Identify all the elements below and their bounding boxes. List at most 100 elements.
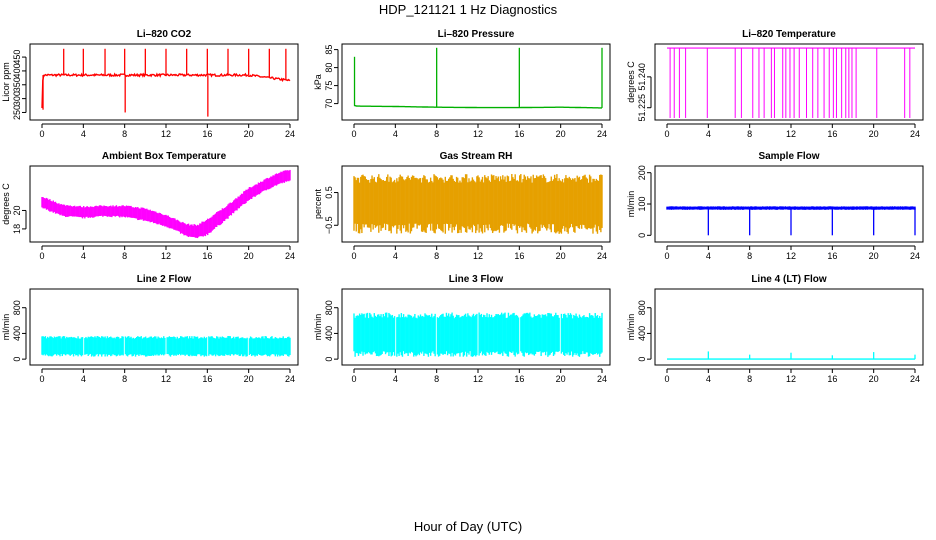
plot-frame <box>341 288 611 366</box>
x-tick-label: 24 <box>285 251 295 261</box>
x-tick-label: 0 <box>351 129 356 139</box>
x-tick-label: 16 <box>202 374 212 384</box>
x-tick-label: 16 <box>827 374 837 384</box>
data-marks <box>353 47 603 109</box>
x-tick-label: 16 <box>514 251 524 261</box>
y-axis-label: degrees C <box>626 61 636 103</box>
x-tick-label: 0 <box>664 129 669 139</box>
y-tick-label: 400 <box>637 326 647 341</box>
x-tick-label: 16 <box>827 251 837 261</box>
x-tick-label: 12 <box>473 129 483 139</box>
panel-title: Line 2 Flow <box>137 274 192 285</box>
panel-title: Ambient Box Temperature <box>102 151 227 162</box>
y-axis: 0 400 800 <box>324 300 339 362</box>
panel-title: Li–820 Temperature <box>742 29 836 40</box>
y-axis-label: degrees C <box>1 183 11 225</box>
x-tick-label: 0 <box>664 374 669 384</box>
y-tick-label: 400 <box>12 63 22 78</box>
x-tick-label: 0 <box>351 374 356 384</box>
y-tick-label: 400 <box>12 326 22 341</box>
plot-frame <box>654 288 924 366</box>
y-axis-label: ml/min <box>1 314 11 341</box>
y-tick-label: 85 <box>324 45 334 55</box>
series-line <box>41 72 291 109</box>
y-tick-label: 0 <box>324 357 334 362</box>
y-tick-label: 100 <box>637 196 647 211</box>
x-tick-label: 12 <box>161 251 171 261</box>
y-axis-label: ml/min <box>626 314 636 341</box>
x-axis: 0 4 8 12 16 20 24 <box>39 123 295 139</box>
x-tick-label: 12 <box>786 374 796 384</box>
x-tick-label: 20 <box>869 374 879 384</box>
x-tick-label: 20 <box>244 374 254 384</box>
x-tick-label: 24 <box>285 129 295 139</box>
data-marks <box>667 47 915 118</box>
y-axis: 0 400 800 <box>12 300 27 362</box>
x-tick-label: 16 <box>827 129 837 139</box>
y-tick-label: 80 <box>324 63 334 73</box>
figure-x-axis-label: Hour of Day (UTC) <box>414 519 522 534</box>
x-tick-label: 4 <box>393 251 398 261</box>
x-tick-label: 12 <box>473 251 483 261</box>
panel-title: Li–820 CO2 <box>137 29 192 40</box>
x-axis: 0 4 8 12 16 20 24 <box>351 368 607 384</box>
x-tick-label: 20 <box>556 129 566 139</box>
y-axis: 0 400 800 <box>637 300 652 362</box>
x-tick-label: 24 <box>597 374 607 384</box>
figure-title: HDP_121121 1 Hz Diagnostics <box>379 2 558 17</box>
data-marks <box>41 335 291 357</box>
x-tick-label: 4 <box>706 374 711 384</box>
x-tick-label: 4 <box>706 129 711 139</box>
x-axis: 0 4 8 12 16 20 24 <box>39 368 295 384</box>
x-tick-label: 24 <box>910 374 920 384</box>
panel-title: Gas Stream RH <box>440 151 513 162</box>
y-tick-label: 200 <box>637 165 647 180</box>
x-tick-label: 4 <box>81 129 86 139</box>
y-tick-label: 800 <box>324 300 334 315</box>
data-marks <box>41 48 291 117</box>
x-tick-label: 24 <box>597 129 607 139</box>
x-tick-label: 0 <box>39 251 44 261</box>
x-tick-label: 24 <box>910 251 920 261</box>
y-tick-label: 400 <box>324 326 334 341</box>
panel-3: Li–820 Temperature 0 4 8 12 16 20 24 51.225 51.24… <box>626 29 924 139</box>
x-tick-label: 4 <box>706 251 711 261</box>
y-tick-label: 75 <box>324 81 334 91</box>
x-tick-label: 16 <box>514 129 524 139</box>
x-axis: 0 4 8 12 16 20 24 <box>664 368 920 384</box>
x-axis: 0 4 8 12 16 20 24 <box>351 245 607 261</box>
plot-frame <box>29 288 299 366</box>
y-tick-label: 250 <box>12 105 22 120</box>
x-tick-label: 24 <box>910 129 920 139</box>
x-tick-label: 0 <box>39 129 44 139</box>
x-tick-label: 12 <box>786 251 796 261</box>
y-tick-label: 450 <box>12 50 22 65</box>
y-tick-label: 350 <box>12 77 22 92</box>
x-tick-label: 12 <box>161 129 171 139</box>
y-tick-label: 0.5 <box>324 186 334 199</box>
plot-frame <box>654 165 924 243</box>
y-axis: −0.5 0.5 <box>324 186 339 234</box>
y-axis-label: ml/min <box>313 314 323 341</box>
data-marks <box>667 351 916 360</box>
x-tick-label: 8 <box>747 251 752 261</box>
y-axis: 70 75 80 85 <box>324 45 339 109</box>
panel-1: Li–820 CO2 0 4 8 12 16 20 24 250300350400450Lico… <box>1 29 299 139</box>
panel-6: Sample Flow 0 4 8 12 16 20 24 0 100 200 ml/min <box>626 151 924 261</box>
y-tick-label: −0.5 <box>324 216 334 234</box>
x-tick-label: 8 <box>122 129 127 139</box>
x-tick-label: 0 <box>664 251 669 261</box>
x-tick-label: 16 <box>202 129 212 139</box>
x-tick-label: 8 <box>434 129 439 139</box>
y-tick-label: 300 <box>12 91 22 106</box>
y-axis-label: percent <box>313 188 323 219</box>
y-tick-label: 18 <box>12 224 22 234</box>
x-tick-label: 24 <box>285 374 295 384</box>
x-tick-label: 12 <box>473 374 483 384</box>
